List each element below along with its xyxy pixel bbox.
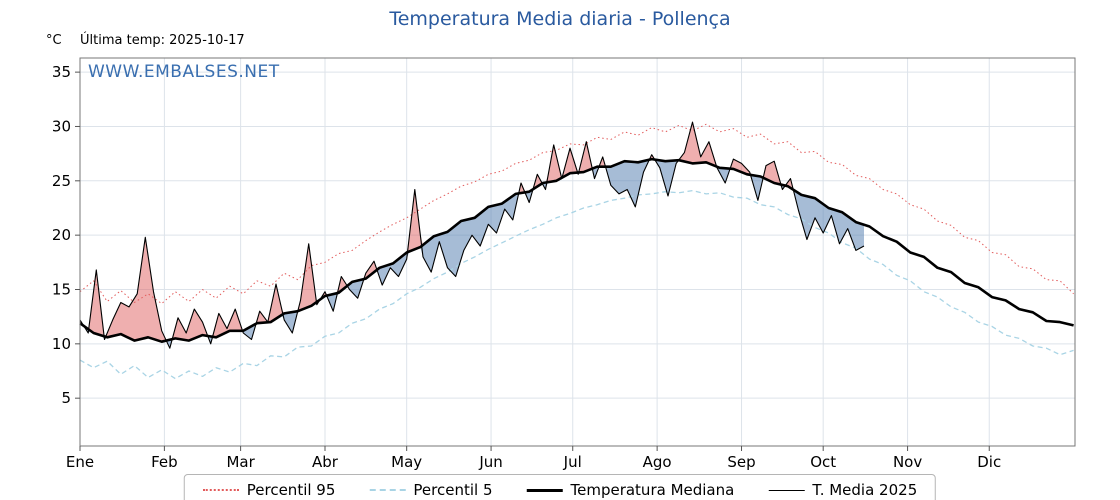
- svg-text:Nov: Nov: [893, 453, 922, 471]
- svg-text:Feb: Feb: [151, 453, 178, 471]
- legend-label-tmedia2025: T. Media 2025: [812, 481, 918, 499]
- svg-text:Abr: Abr: [312, 453, 339, 471]
- series-percentil-5: [79, 189, 1074, 380]
- svg-text:May: May: [391, 453, 422, 471]
- svg-text:Ago: Ago: [643, 453, 672, 471]
- svg-text:5: 5: [61, 389, 71, 407]
- percentil5-line-icon: [369, 489, 406, 491]
- last-temp-label: Última temp: 2025-10-17: [80, 33, 245, 48]
- series-percentil-95: [79, 123, 1074, 305]
- y-axis-unit-label: °C: [46, 33, 62, 48]
- legend-label-mediana: Temperatura Mediana: [570, 481, 735, 499]
- percentil95-line-icon: [202, 489, 239, 491]
- series-t-media-2025: [79, 121, 865, 349]
- page-title: Temperatura Media diaria - Pollença: [389, 8, 731, 30]
- svg-text:Dic: Dic: [977, 453, 1001, 471]
- mediana-line-icon: [526, 488, 563, 492]
- svg-text:Sep: Sep: [727, 453, 755, 471]
- legend-item-percentil5: Percentil 5: [369, 481, 492, 499]
- legend-label-percentil95: Percentil 95: [246, 481, 336, 499]
- svg-text:30: 30: [52, 117, 71, 135]
- series-mediana: [79, 157, 1074, 344]
- legend-label-percentil5: Percentil 5: [413, 481, 493, 499]
- watermark: WWW.EMBALSES.NET: [88, 62, 280, 82]
- svg-text:Mar: Mar: [226, 453, 255, 471]
- tmedia2025-line-icon: [768, 489, 805, 491]
- svg-text:10: 10: [52, 335, 71, 353]
- legend-item-percentil95: Percentil 95: [202, 481, 336, 499]
- svg-text:15: 15: [52, 280, 71, 298]
- axis-ticks-labels: 5 10 15 20 25 30 35 Ene Feb Mar Abr May Jun Jul Ago Sep…: [52, 63, 1001, 471]
- legend-item-mediana: Temperatura Mediana: [526, 481, 734, 499]
- svg-text:25: 25: [52, 172, 71, 190]
- svg-text:Jun: Jun: [478, 453, 502, 471]
- svg-text:20: 20: [52, 226, 71, 244]
- grid-lines: [80, 58, 1075, 446]
- legend: Percentil 95 Percentil 5 Temperatura Med…: [183, 474, 937, 500]
- svg-text:Jul: Jul: [563, 453, 582, 471]
- svg-text:Oct: Oct: [810, 453, 836, 471]
- legend-item-tmedia2025: T. Media 2025: [768, 481, 917, 499]
- plot-border: [79, 57, 1076, 447]
- svg-text:Ene: Ene: [66, 453, 94, 471]
- fill-above-median: [80, 122, 864, 342]
- svg-text:35: 35: [52, 63, 71, 81]
